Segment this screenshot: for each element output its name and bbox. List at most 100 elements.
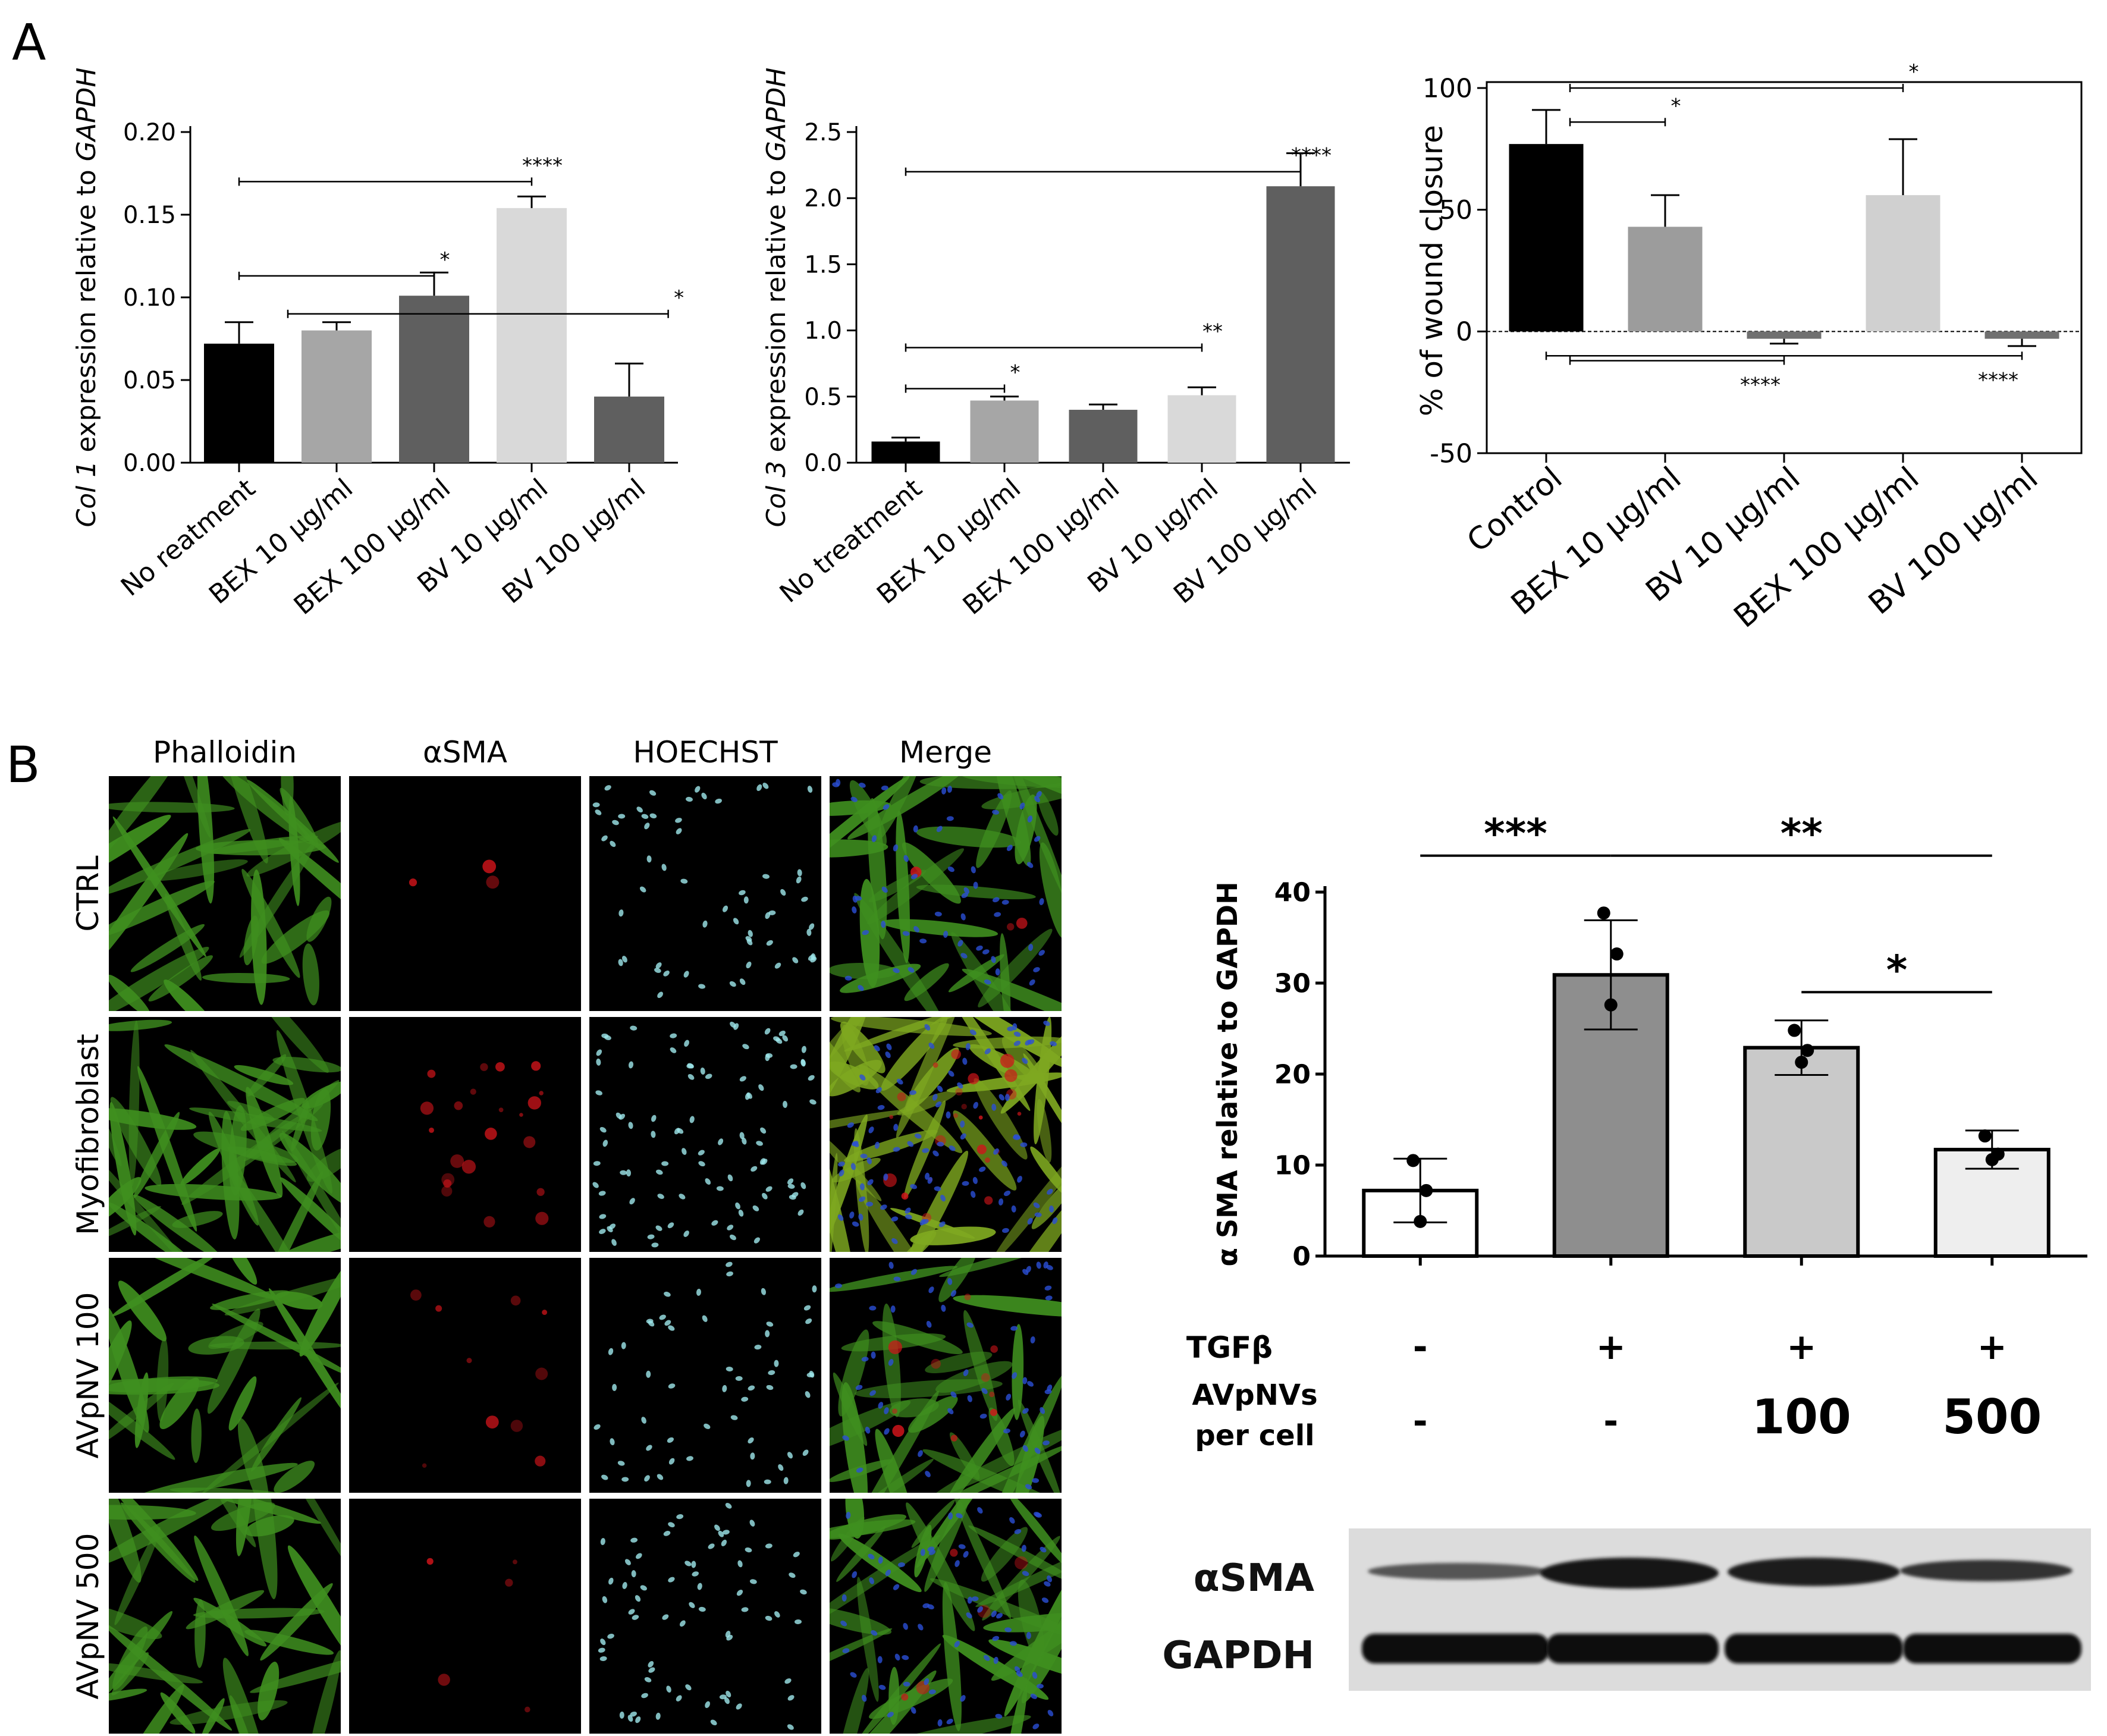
cell-2-3-2 bbox=[988, 1407, 1015, 1467]
nucleus-0-3-30 bbox=[941, 787, 947, 795]
nucleus-2-3-27 bbox=[884, 1428, 890, 1435]
nucleus-0-2-32 bbox=[780, 889, 786, 896]
nucleus-3-2-32 bbox=[725, 1503, 732, 1509]
nucleus-3-3-16 bbox=[1036, 1684, 1044, 1689]
micro-content-1-1 bbox=[420, 1061, 549, 1228]
cell-3-3-30 bbox=[872, 1715, 1031, 1734]
nucleus-3-3-47 bbox=[1016, 1671, 1023, 1677]
nucleus-1-2-20 bbox=[751, 1166, 758, 1172]
nucleus-0-3-24 bbox=[881, 785, 888, 790]
nucleus-0-3-54 bbox=[947, 786, 952, 793]
red-spot-1-3-11 bbox=[953, 1113, 958, 1118]
asma-point-0-0 bbox=[1406, 1154, 1420, 1167]
nucleus-1-3-84 bbox=[910, 1184, 918, 1189]
nucleus-2-2-40 bbox=[646, 1370, 651, 1378]
nucleus-3-3-25 bbox=[893, 1584, 900, 1590]
nucleus-0-3-45 bbox=[902, 931, 910, 936]
nucleus-1-2-80 bbox=[674, 1128, 680, 1135]
nucleus-2-3-47 bbox=[834, 1283, 842, 1289]
red-spot-1-1-13 bbox=[454, 1101, 463, 1110]
nucleus-3-3-3 bbox=[924, 1678, 930, 1685]
cell-3-0-32 bbox=[200, 1698, 225, 1734]
cell-2-3-7 bbox=[830, 1266, 958, 1292]
nucleus-0-2-44 bbox=[676, 828, 682, 834]
nucleus-0-2-23 bbox=[618, 909, 624, 917]
red-spot-2-1-5 bbox=[535, 1367, 548, 1380]
nucleus-1-2-74 bbox=[783, 1101, 788, 1109]
nucleus-0-3-22 bbox=[994, 912, 1001, 917]
nucleus-0-3-27 bbox=[992, 897, 1000, 903]
nucleus-1-3-18 bbox=[885, 1051, 891, 1059]
wound-bar-3 bbox=[1866, 195, 1940, 332]
col3-ytick-label-0: 0.0 bbox=[804, 450, 842, 477]
nucleus-0-2-16 bbox=[646, 855, 652, 863]
red-spot-2-1-8 bbox=[422, 1463, 427, 1468]
nucleus-2-2-54 bbox=[726, 1366, 733, 1372]
cell-2-3-25 bbox=[849, 1390, 939, 1493]
cell-2-3-26 bbox=[889, 1398, 939, 1418]
nucleus-3-3-28 bbox=[992, 1635, 1000, 1641]
nucleus-3-3-57 bbox=[1047, 1575, 1053, 1583]
asma-point-2-2 bbox=[1795, 1056, 1808, 1069]
nucleus-0-2-47 bbox=[649, 813, 657, 819]
nucleus-1-2-70 bbox=[773, 1036, 780, 1042]
nucleus-0-3-17 bbox=[1001, 900, 1009, 905]
nucleus-3-3-44 bbox=[995, 1713, 1003, 1719]
nucleus-1-3-75 bbox=[874, 1045, 880, 1051]
nucleus-0-3-57 bbox=[832, 782, 840, 787]
col3-sig-label-1: ** bbox=[1202, 320, 1223, 344]
wound-bar-0 bbox=[1509, 144, 1584, 332]
wound-ytick-label-0: -50 bbox=[1430, 438, 1472, 469]
cell-1-3-43 bbox=[910, 1226, 996, 1245]
nucleus-1-2-45 bbox=[698, 1161, 705, 1167]
nucleus-3-2-20 bbox=[749, 1579, 757, 1584]
nucleus-2-2-9 bbox=[766, 1321, 774, 1327]
nucleus-0-3-36 bbox=[943, 931, 949, 938]
nucleus-1-2-17 bbox=[593, 1161, 601, 1166]
nucleus-1-3-65 bbox=[993, 1148, 999, 1155]
nucleus-1-2-73 bbox=[629, 1198, 635, 1205]
nucleus-1-3-42 bbox=[891, 1238, 898, 1244]
nucleus-2-3-20 bbox=[855, 1385, 863, 1390]
cell-1-3-42 bbox=[1000, 1017, 1062, 1114]
nucleus-3-3-53 bbox=[840, 1620, 847, 1627]
cell-1-3-22 bbox=[844, 1129, 938, 1162]
nucleus-0-2-15 bbox=[641, 814, 649, 819]
nucleus-2-2-11 bbox=[764, 1479, 771, 1484]
nucleus-3-3-1 bbox=[902, 1655, 909, 1660]
nucleus-3-3-6 bbox=[920, 1549, 925, 1556]
col3-ytick-label-3: 1.5 bbox=[804, 251, 842, 278]
cell-1-0-40 bbox=[240, 1098, 305, 1131]
nucleus-0-2-29 bbox=[743, 896, 749, 904]
nucleus-1-2-18 bbox=[651, 1115, 657, 1122]
nucleus-2-3-36 bbox=[1047, 1385, 1053, 1392]
nucleus-3-3-31 bbox=[977, 1507, 983, 1514]
nucleus-2-2-12 bbox=[659, 1314, 666, 1320]
nucleus-1-2-33 bbox=[752, 1205, 759, 1211]
col1-sig-label-1: * bbox=[440, 248, 450, 272]
cell-1-0-37 bbox=[128, 1020, 140, 1186]
nucleus-0-2-36 bbox=[809, 923, 815, 930]
nucleus-3-3-11 bbox=[877, 1656, 883, 1663]
nucleus-0-3-10 bbox=[1036, 791, 1042, 798]
nucleus-1-2-66 bbox=[809, 1099, 817, 1105]
nucleus-3-2-41 bbox=[736, 1590, 743, 1596]
nucleus-0-2-11 bbox=[792, 957, 799, 963]
cell-1-3-40 bbox=[830, 1017, 992, 1037]
nucleus-0-2-1 bbox=[675, 818, 682, 823]
nucleus-0-2-58 bbox=[661, 864, 667, 871]
nucleus-1-2-16 bbox=[705, 1073, 712, 1079]
micro-content-3-3 bbox=[830, 1499, 1062, 1734]
nucleus-0-2-41 bbox=[680, 878, 688, 884]
nucleus-0-3-7 bbox=[960, 913, 966, 921]
nucleus-0-2-57 bbox=[762, 783, 769, 789]
nucleus-1-2-37 bbox=[670, 1033, 677, 1038]
nucleus-1-2-92 bbox=[800, 1182, 806, 1189]
nucleus-1-2-89 bbox=[716, 1186, 724, 1191]
red-spot-1-3-13 bbox=[1000, 1053, 1015, 1068]
nucleus-3-3-38 bbox=[946, 1719, 953, 1725]
red-spot-1-3-3 bbox=[968, 1073, 979, 1085]
red-spot-3-1-3 bbox=[438, 1674, 450, 1686]
nucleus-3-3-55 bbox=[1040, 1546, 1047, 1553]
nucleus-1-3-50 bbox=[984, 1048, 991, 1054]
